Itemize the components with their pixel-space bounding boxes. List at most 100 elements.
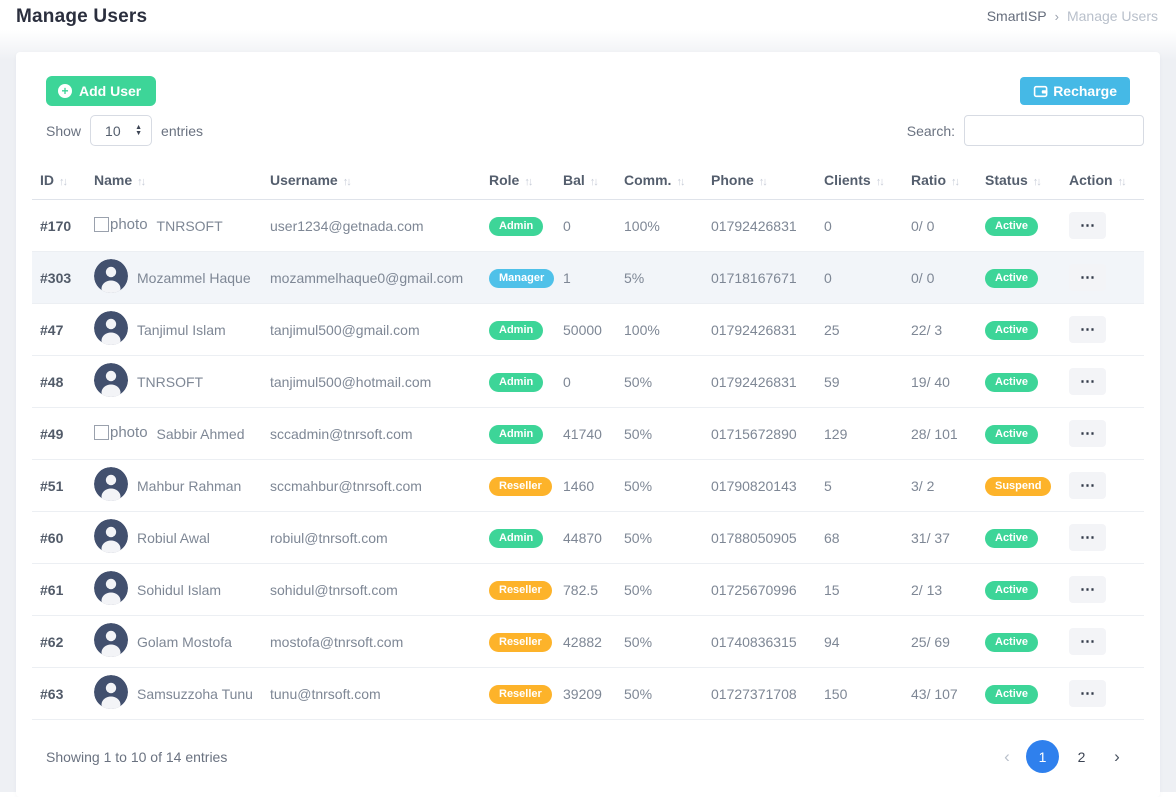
column-header-name[interactable]: Name ↑↓ [86,162,262,200]
row-actions-button[interactable]: ⋯ [1069,524,1106,551]
user-phone: 01725670996 [703,563,816,616]
page-title: Manage Users [16,6,148,27]
role-badge: Admin [489,528,544,548]
user-phone: 01740836315 [703,615,816,668]
column-header-ratio[interactable]: Ratio ↑↓ [903,162,977,200]
user-name: Mozammel Haque [137,269,251,286]
column-header-bal[interactable]: Bal ↑↓ [555,162,616,200]
role-badge: Admin [489,320,544,340]
user-id: #303 [32,251,86,304]
entries-info: Showing 1 to 10 of 14 entries [46,748,228,765]
pagination-prev-button[interactable]: ‹ [1004,746,1010,766]
sort-icon: ↑↓ [342,176,352,188]
pagination-page-1[interactable]: 1 [1026,740,1059,773]
sort-icon: ↑↓ [59,176,68,188]
pagination-next-button[interactable]: › [1114,746,1120,766]
column-header-role[interactable]: Role ↑↓ [481,162,555,200]
row-actions-button[interactable]: ⋯ [1069,264,1106,291]
avatar-slot [94,363,128,400]
add-user-button[interactable]: + Add User [46,76,157,106]
breadcrumb-root[interactable]: SmartISP [986,8,1047,24]
row-actions-button[interactable]: ⋯ [1069,212,1106,239]
row-actions-button[interactable]: ⋯ [1069,628,1106,655]
table-row: #48 TNRSOFT tanjimul500@hotmail.com Admi… [32,355,1144,408]
avatar-slot [94,467,128,504]
user-avatar-icon [94,571,128,605]
user-commission: 5% [616,251,703,304]
column-header-action[interactable]: Action ↑↓ [1061,162,1144,200]
avatar-slot [94,623,128,660]
row-actions-button[interactable]: ⋯ [1069,576,1106,603]
user-id: #48 [32,355,86,408]
page-length-select[interactable]: 10 ▲ ▼ [90,115,153,146]
user-avatar-icon [94,311,128,345]
user-commission: 100% [616,199,703,252]
user-clients: 0 [816,251,903,304]
column-header-status[interactable]: Status ↑↓ [977,162,1061,200]
avatar-slot: photo [94,424,148,443]
user-balance: 44870 [555,511,616,564]
pagination-page-2[interactable]: 2 [1077,748,1086,765]
column-header-phone[interactable]: Phone ↑↓ [703,162,816,200]
row-actions-button[interactable]: ⋯ [1069,472,1106,499]
status-badge: Active [985,528,1039,548]
user-name: Sohidul Islam [137,581,222,598]
user-commission: 50% [616,407,703,460]
column-header-username[interactable]: Username ↑↓ [262,162,481,200]
sort-icon: ↑↓ [137,176,146,188]
avatar-slot [94,311,128,348]
column-header-comm[interactable]: Comm. ↑↓ [616,162,703,200]
status-badge: Active [985,632,1039,652]
table-row: #303 Mozammel Haque mozammelhaque0@gmail… [32,251,1144,304]
user-id: #49 [32,407,86,460]
user-ratio: 31/ 37 [903,511,977,564]
column-header-clients[interactable]: Clients ↑↓ [816,162,903,200]
sort-icon: ↑↓ [875,176,885,188]
sort-icon: ↑↓ [1117,176,1127,188]
row-actions-button[interactable]: ⋯ [1069,368,1106,395]
breadcrumb: SmartISP › Manage Users [987,6,1158,24]
user-username: tunu@tnrsoft.com [262,667,481,720]
user-username: tanjimul500@gmail.com [262,303,481,356]
user-clients: 15 [816,563,903,616]
search-input[interactable] [964,115,1144,146]
user-commission: 50% [616,511,703,564]
table-row: #62 Golam Mostofa mostofa@tnrsoft.com Re… [32,615,1144,668]
user-id: #63 [32,667,86,720]
table-row: #51 Mahbur Rahman sccmahbur@tnrsoft.com … [32,459,1144,512]
search-control: Search: [907,115,1144,146]
table-row: #47 Tanjimul Islam tanjimul500@gmail.com… [32,303,1144,356]
user-name: Robiul Awal [137,529,210,546]
user-name: Mahbur Rahman [137,477,242,494]
sort-icon: ↑↓ [951,176,960,188]
user-avatar-icon [94,623,128,657]
user-name: Golam Mostofa [137,633,232,650]
user-phone: 01792426831 [703,355,816,408]
status-badge: Active [985,216,1039,236]
status-badge: Active [985,580,1039,600]
recharge-button[interactable]: Recharge [1020,77,1130,105]
row-actions-button[interactable]: ⋯ [1069,316,1106,343]
user-phone: 01792426831 [703,199,816,252]
select-spinner-icon: ▲ ▼ [135,123,143,137]
status-badge: Active [985,684,1039,704]
status-badge: Active [985,424,1039,444]
column-header-id[interactable]: ID ↑↓ [32,162,86,200]
user-name: Sabbir Ahmed [156,425,245,442]
users-table: ID ↑↓ Name ↑↓ Username ↑↓ Role ↑↓ Bal ↑↓ Comm. ↑↓ Ph… [32,162,1144,720]
status-badge: Active [985,372,1039,392]
show-label: Show [46,122,82,139]
user-avatar-icon [94,259,128,293]
user-balance: 0 [555,199,616,252]
user-clients: 59 [816,355,903,408]
row-actions-button[interactable]: ⋯ [1069,680,1106,707]
role-badge: Admin [489,216,544,236]
row-actions-button[interactable]: ⋯ [1069,420,1106,447]
role-badge: Reseller [489,632,552,652]
user-commission: 50% [616,667,703,720]
user-balance: 50000 [555,303,616,356]
sort-icon: ↑↓ [1032,176,1042,188]
user-phone: 01718167671 [703,251,816,304]
